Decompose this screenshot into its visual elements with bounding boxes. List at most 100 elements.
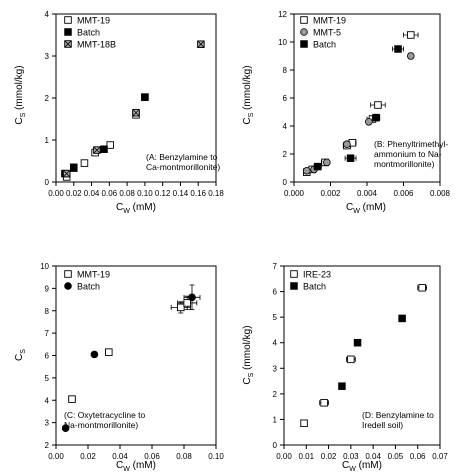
data-point [183,299,191,307]
legend-label: MMT-5 [313,28,341,38]
legend: MMT-19 Batch [64,270,110,292]
x-axis-title: CW (mM) [116,202,156,215]
data-point [372,113,380,122]
x-tick-label: 0.14 [173,189,189,198]
legend-label: MMT-19 [313,16,346,26]
chart-panel-3: 0.00 0.02 0.04 0.06 0.08 0.10 2 3 4 5 6 7 8 9 10 CW (mM… [14,262,224,473]
data-point-cross [63,170,71,178]
y-tick-label: 8 [45,307,50,316]
legend-marker [64,16,72,24]
x-tick-label: 0.002 [320,189,341,198]
x-tick-label: 0.03 [343,452,359,461]
y-tick-label: 0 [283,178,288,187]
data-point [300,419,308,428]
y-tick-label: 3 [45,52,50,61]
x-tick-label: 0.02 [321,452,337,461]
legend-label: MMT-19 [77,16,110,26]
x-axis-title: CW (mM) [346,202,386,215]
x-tick-label: 0.08 [119,189,135,198]
panel-annotation: (C: Oxytetracycline toNa-montmorillonite… [64,410,146,430]
legend-label: Batch [77,282,100,292]
y-tick-label: 4 [45,10,50,19]
annotation-line: (B: Phenyltrimethyl- [374,139,448,149]
x-tick-label: 0.04 [365,452,381,461]
data-point [365,118,373,126]
legend-marker [64,270,72,278]
y-axis-title: CS (mmol/kg) [14,65,27,124]
data-point-cross [132,109,140,117]
y-axis-title: CS (mmol/kg) [242,325,255,384]
chart-panel-2: 0.000 0.002 0.004 0.006 0.008 0 2 4 6 8 10 12 CW (mM… [242,10,451,215]
data-point [90,350,99,359]
legend-marker [64,40,72,48]
x-tick-label: 0.00 [48,189,64,198]
y-tick-label: 2 [283,150,288,159]
data-point [398,314,406,323]
series-mmt-18b [62,40,205,178]
legend: MMT-19 MMT-5 Batch [300,16,346,50]
x-tick-label: 0.006 [393,189,414,198]
data-point [320,399,328,407]
legend-label: IRE-23 [303,270,331,280]
x-axis-title: CW (mM) [342,460,382,473]
legend-label: Batch [303,282,326,292]
y-tick-label: 7 [273,262,278,271]
data-point [80,159,89,167]
legend-marker [64,282,72,290]
annotation-line: montmorillonite) [374,159,435,169]
data-point [141,93,149,101]
data-point [106,141,114,149]
y-tick-label: 1 [45,136,50,145]
series-ire-23 [300,283,428,428]
y-tick-label: 7 [45,329,50,338]
data-point-cross [197,40,205,48]
y-tick-label: 9 [45,284,50,293]
x-tick-label: 0.06 [102,189,118,198]
series-batch [313,45,404,171]
data-point [177,303,185,312]
data-point [302,167,311,175]
data-point [61,424,70,433]
data-point [346,154,355,162]
x-tick-label: 0.16 [190,189,206,198]
annotation-line: Iredell soil) [362,420,403,430]
y-tick-label: 1 [273,415,278,424]
x-tick-label: 0.06 [410,452,426,461]
x-tick-label: 0.07 [432,452,448,461]
x-tick-label: 0.00 [276,452,292,461]
data-point [343,140,351,149]
annotation-line: Ca-montmorillonite) [146,162,220,172]
plot-frame [283,265,441,446]
y-axis-title: CS (mmol/kg) [242,65,255,124]
data-point [132,108,140,117]
data-point [70,163,78,172]
x-tick-label: 0.10 [137,189,153,198]
data-point [347,355,355,364]
y-tick-label: 10 [40,262,49,271]
y-tick-label: 4 [45,396,50,405]
legend-marker [64,28,72,36]
data-point [418,283,426,292]
chart-panel-4: 0.00 0.01 0.02 0.03 0.04 0.05 0.06 0.07 0 1 2 3 4 5 6 7… [242,262,448,473]
x-tick-label: 0.12 [155,189,171,198]
x-tick-label: 0.02 [80,452,96,461]
legend-label: MMT-19 [77,270,110,280]
legend-marker [300,16,308,24]
chart-panel-1: 0.00 0.02 0.04 0.06 0.08 0.10 0.12 0.14 0.16 0.18… [14,10,224,215]
data-point [394,45,402,53]
x-tick-label: 0.06 [144,452,160,461]
legend-label: Batch [313,40,336,50]
data-point [188,293,196,302]
y-tick-label: 8 [283,66,288,75]
y-tick-label: 0 [45,178,50,187]
y-tick-label: 0 [273,441,278,450]
series-mmt-5 [302,52,415,175]
data-point [93,146,101,154]
legend-marker-cross [64,40,72,48]
data-point [68,395,76,403]
y-axis-title: CS [14,349,27,361]
series-batch [61,284,201,433]
data-point [338,382,346,390]
